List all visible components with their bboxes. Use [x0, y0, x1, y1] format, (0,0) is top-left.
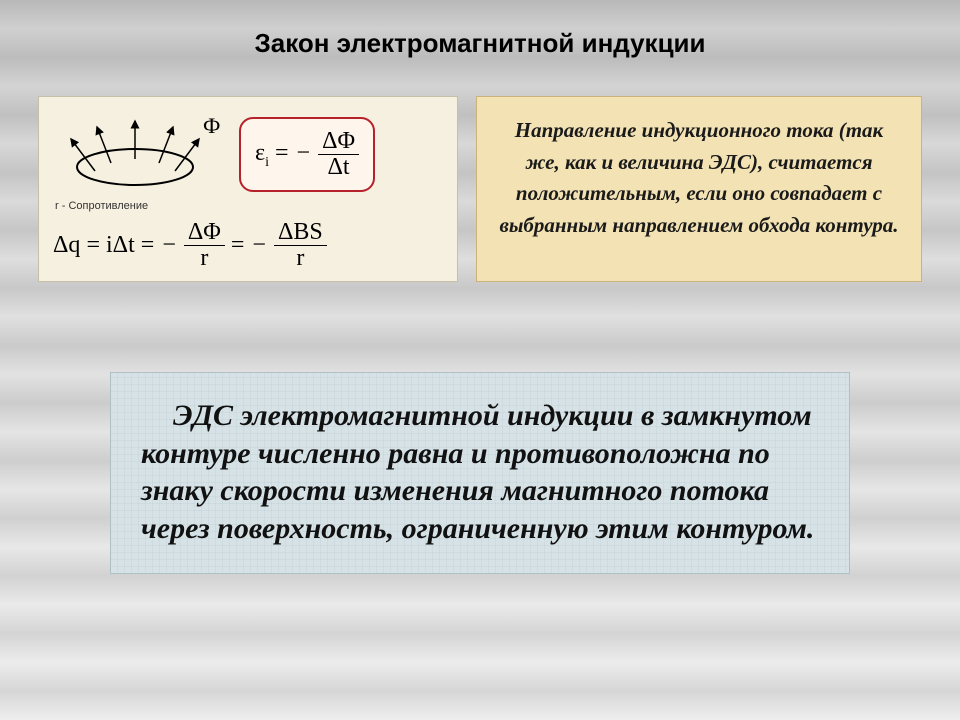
f1n: ΔΦ [184, 220, 225, 246]
emf-fraction: ΔΦ Δt [318, 129, 359, 180]
f2n: ΔBS [274, 220, 327, 246]
resistance-label: r - Сопротивление [53, 200, 221, 212]
dq: Δq [53, 232, 80, 259]
frac2: ΔBS r [274, 220, 327, 271]
phi-label: Ф [203, 113, 220, 139]
left-card-top: r - Сопротивление εi = − ΔΦ Δt Ф [53, 109, 443, 212]
definition-text: ЭДС электромагнитной индукции в замкнуто… [141, 399, 814, 545]
direction-note: Направление индукционного тока (так же, … [476, 96, 922, 282]
minus1: − [162, 232, 176, 259]
emf-subscript: i [265, 155, 269, 170]
top-row: r - Сопротивление εi = − ΔΦ Δt Ф Δq = iΔ… [38, 96, 922, 282]
minus2: − [252, 232, 266, 259]
emf-lhs: ε [255, 140, 265, 166]
eq1: = [86, 232, 100, 259]
page-title: Закон электромагнитной индукции [0, 28, 960, 59]
idt: iΔt [106, 232, 135, 259]
eq2: = [141, 232, 155, 259]
f2d: r [274, 246, 327, 271]
emf-formula-box: εi = − ΔΦ Δt [239, 117, 375, 192]
f1d: r [184, 246, 225, 271]
charge-formula: Δq = iΔt = − ΔΦ r = − ΔBS r [53, 220, 443, 271]
definition-box: ЭДС электромагнитной индукции в замкнуто… [110, 372, 850, 574]
emf-denom: Δt [318, 155, 359, 180]
emf-minus: − [297, 140, 311, 167]
loop-diagram: r - Сопротивление [53, 109, 221, 212]
frac1: ΔΦ r [184, 220, 225, 271]
eq3: = [231, 232, 245, 259]
flux-loop-svg [53, 109, 221, 197]
emf-numer: ΔΦ [318, 129, 359, 155]
emf-eq: = [275, 140, 289, 166]
left-card: r - Сопротивление εi = − ΔΦ Δt Ф Δq = iΔ… [38, 96, 458, 282]
diagram-and-formula: r - Сопротивление εi = − ΔΦ Δt [53, 109, 443, 212]
